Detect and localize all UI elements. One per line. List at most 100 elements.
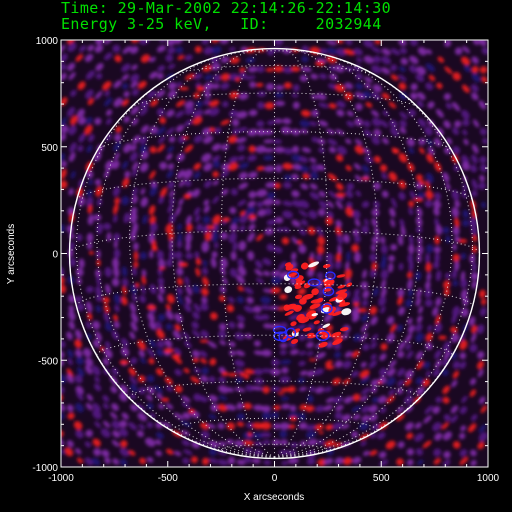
fringe-blob <box>93 214 102 221</box>
fringe-blob <box>111 277 120 287</box>
fringe-blob <box>123 143 132 154</box>
fringe-blob <box>417 118 427 128</box>
fringe-blob <box>149 186 158 197</box>
fringe-blob <box>288 424 296 429</box>
fringe-blob <box>130 229 137 242</box>
fringe-blob <box>433 448 442 457</box>
fringe-blob <box>255 260 263 269</box>
fringe-blob <box>200 375 209 383</box>
fringe-blob <box>67 62 76 71</box>
fringe-blob <box>463 65 471 73</box>
fringe-blob <box>379 367 388 377</box>
fringe-blob <box>313 368 324 376</box>
fringe-blob <box>103 312 110 323</box>
fringe-blob <box>199 350 208 358</box>
fringe-blob <box>226 304 235 313</box>
fringe-blob <box>398 180 407 189</box>
fringe-blob <box>408 244 415 254</box>
fringe-blob <box>167 46 176 54</box>
speckle <box>134 282 140 288</box>
fringe-blob <box>159 40 167 43</box>
source-blob <box>283 274 291 281</box>
fringe-blob <box>365 102 373 108</box>
fringe-blob <box>157 313 166 322</box>
fringe-blob <box>399 66 406 73</box>
speckle <box>182 136 190 140</box>
fringe-blob <box>274 92 284 98</box>
fringe-blob <box>229 350 236 356</box>
fringe-blob <box>346 110 354 117</box>
fringe-blob <box>113 97 123 108</box>
y-tick-label: 1000 <box>36 36 59 47</box>
fringe-blob <box>201 287 209 296</box>
fringe-blob <box>414 422 422 429</box>
fringe-blob <box>230 188 238 196</box>
fringe-blob <box>334 351 342 359</box>
negative-contour <box>315 330 330 342</box>
fringe-blob <box>148 320 157 330</box>
fringe-blob <box>390 74 399 81</box>
speckle <box>221 371 229 376</box>
fringe-blob <box>273 146 286 153</box>
fringe-blob <box>236 315 246 322</box>
fringe-blob <box>435 396 442 403</box>
fringe-blob <box>158 135 166 144</box>
fringe-blob <box>478 182 487 190</box>
fringe-blob <box>460 288 468 300</box>
fringe-blob <box>85 170 94 179</box>
speckle <box>192 357 199 363</box>
fringe-blob <box>177 232 183 243</box>
fringe-blob <box>287 412 299 419</box>
fringe-blob <box>257 65 265 73</box>
fringe-blob <box>416 315 423 323</box>
fringe-blob <box>309 183 318 190</box>
fringe-blob <box>317 138 326 145</box>
fringe-blob <box>361 225 370 234</box>
fringe-blob <box>352 413 361 421</box>
fringe-blob <box>228 47 236 52</box>
fringe-blob <box>299 165 310 173</box>
fringe-blob <box>335 219 342 228</box>
fringe-blob <box>85 70 95 80</box>
fringe-blob <box>155 450 163 457</box>
fringe-blob <box>184 119 193 127</box>
fringe-blob <box>130 384 138 393</box>
fringe-blob <box>298 156 309 163</box>
fringe-blob <box>373 182 381 190</box>
fringe-blob <box>471 245 478 254</box>
fringe-blob <box>93 339 101 348</box>
fringe-blob <box>256 189 268 198</box>
fringe-blob <box>370 387 378 393</box>
fringe-blob <box>267 192 276 199</box>
fringe-blob <box>95 185 103 197</box>
fringe-blob <box>287 457 299 464</box>
fringe-blob <box>130 321 138 332</box>
fringe-blob <box>236 137 247 143</box>
fringe-blob <box>102 358 110 366</box>
fringe-blob <box>104 52 113 61</box>
fringe-blob <box>200 422 210 430</box>
fringe-blob <box>378 451 387 459</box>
fringe-blob <box>354 91 366 100</box>
fringe-blob <box>415 297 422 307</box>
fringe-blob <box>121 412 129 420</box>
fringe-blob <box>273 139 283 144</box>
fringe-blob <box>354 218 361 227</box>
fringe-blob <box>256 120 265 128</box>
fringe-blob <box>364 83 372 89</box>
fringe-blob <box>70 89 77 97</box>
fringe-blob <box>86 189 93 197</box>
fringe-blob <box>432 306 439 317</box>
fringe-blob <box>417 47 427 56</box>
fringe-blob <box>311 136 319 143</box>
fringe-blob <box>133 250 139 261</box>
fringe-blob <box>371 262 378 271</box>
source-blob <box>300 262 309 270</box>
fringe-blob <box>148 358 155 365</box>
fringe-blob <box>450 414 458 423</box>
fringe-blob <box>477 441 485 450</box>
fringe-blob <box>181 439 191 447</box>
fringe-blob <box>471 56 479 64</box>
fringe-blob <box>175 110 185 118</box>
fringe-blob <box>235 350 246 357</box>
